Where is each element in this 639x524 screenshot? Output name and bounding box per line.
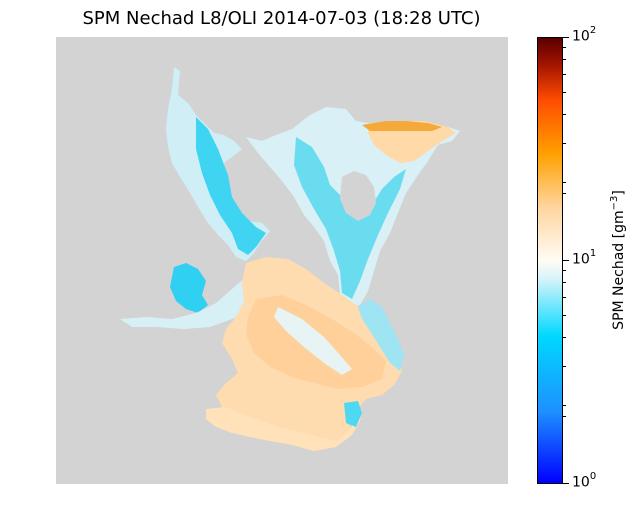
water-southeast-clear-patch	[344, 401, 362, 427]
colorbar-tick-minor	[563, 59, 566, 60]
map-title: SPM Nechad L8/OLI 2014-07-03 (18:28 UTC)	[82, 8, 481, 29]
water-northeast-shallows	[368, 121, 456, 163]
colorbar-tick-minor	[563, 416, 566, 417]
colorbar-tick-minor	[563, 74, 566, 75]
water-north-arm-channel	[196, 117, 266, 255]
colorbar-tick-minor	[563, 366, 566, 367]
colorbar-tick-minor	[563, 47, 566, 48]
colorbar-tick-major	[563, 483, 569, 484]
colorbar-tick-minor	[563, 92, 566, 93]
colorbar	[537, 37, 563, 484]
colorbar-tick-major	[563, 37, 569, 38]
colorbar-tick-major	[563, 260, 569, 261]
spm-map	[56, 37, 508, 484]
colorbar-tick-minor	[563, 297, 566, 298]
colorbar-tick-minor	[563, 270, 566, 271]
colorbar-tick-minor	[563, 282, 566, 283]
colorbar-tick-label-100: 102	[572, 25, 597, 45]
colorbar-tick-minor	[563, 405, 566, 406]
colorbar-tick-label-10: 101	[572, 248, 597, 268]
colorbar-tick-label-1: 100	[572, 471, 597, 491]
colorbar-tick-minor	[563, 182, 566, 183]
island	[340, 171, 376, 221]
water-east-clear-strip	[358, 299, 404, 371]
water-main-body-clear-streak	[274, 307, 352, 375]
water-body-map	[120, 67, 460, 451]
water-northeast-channel	[294, 137, 406, 299]
colorbar-tick-minor	[563, 193, 566, 194]
colorbar-label: SPM Nechad [gm−3]	[609, 190, 627, 330]
colorbar-tick-minor	[563, 337, 566, 338]
colorbar-tick-minor	[563, 114, 566, 115]
colorbar-tick-minor	[563, 315, 566, 316]
water-northeast-turbid-edge	[362, 121, 442, 131]
water-west-lobe	[170, 263, 208, 313]
colorbar-tick-minor	[563, 143, 566, 144]
water-south-tail	[206, 407, 362, 451]
